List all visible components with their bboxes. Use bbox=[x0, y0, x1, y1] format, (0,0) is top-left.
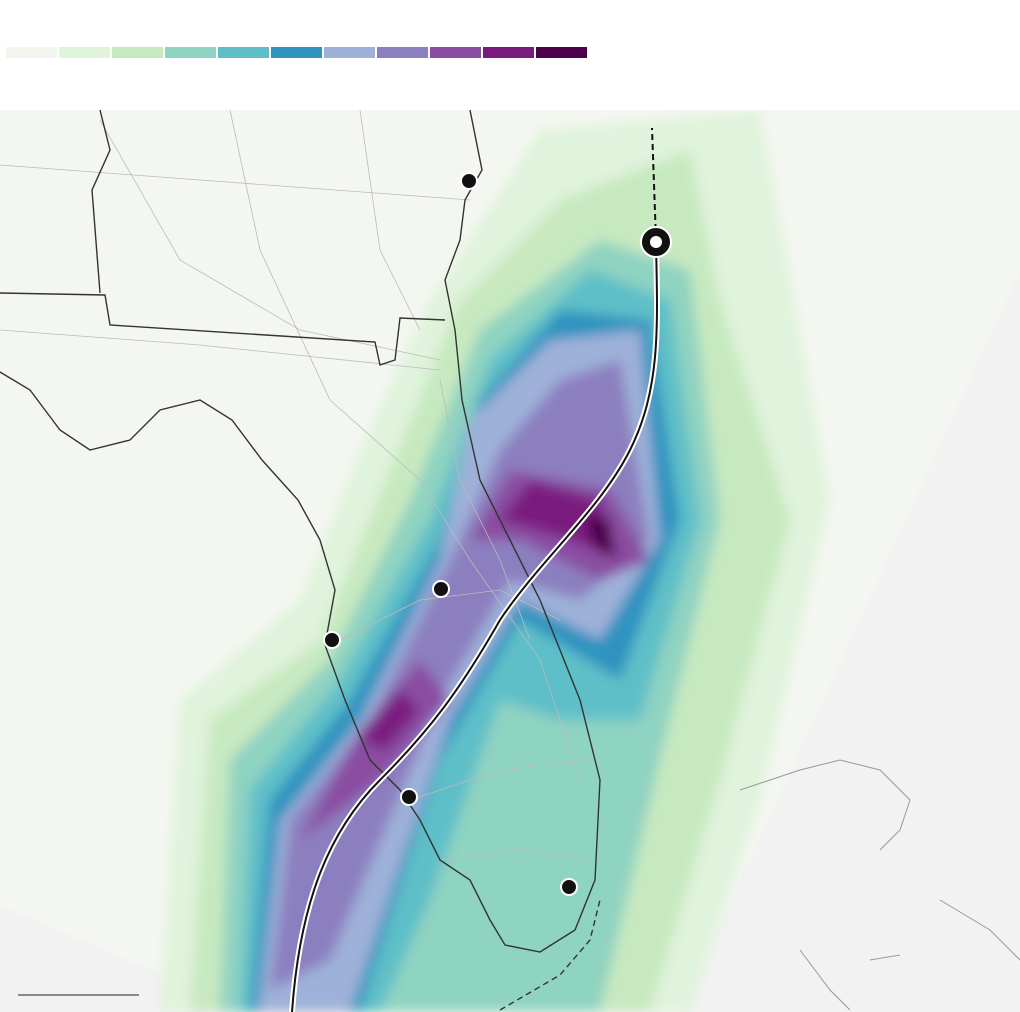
hurricane-eye bbox=[650, 236, 662, 248]
city-dot bbox=[560, 878, 578, 896]
state-line bbox=[0, 292, 446, 366]
road bbox=[0, 329, 441, 371]
outside-data-area bbox=[680, 270, 1020, 1012]
legend-swatch bbox=[218, 47, 269, 58]
island bbox=[799, 949, 851, 1011]
map bbox=[0, 110, 1020, 1012]
city-dot bbox=[400, 788, 418, 806]
hurricane-icon bbox=[640, 226, 672, 258]
rain-band bbox=[585, 515, 615, 555]
coastlines bbox=[0, 110, 601, 1011]
road bbox=[359, 110, 421, 331]
island bbox=[869, 954, 901, 961]
rain-band bbox=[360, 690, 420, 750]
track-line bbox=[291, 244, 658, 1012]
legend-swatch bbox=[377, 47, 428, 58]
road bbox=[409, 759, 591, 801]
rainfall bbox=[160, 110, 830, 1012]
legend-swatch bbox=[112, 47, 163, 58]
legend-swatch bbox=[271, 47, 322, 58]
coastline bbox=[0, 110, 601, 953]
legend bbox=[6, 47, 587, 58]
legend-swatch bbox=[324, 47, 375, 58]
legend-swatch bbox=[430, 47, 481, 58]
road bbox=[439, 849, 591, 861]
island bbox=[739, 759, 911, 851]
legend-swatch bbox=[165, 47, 216, 58]
road bbox=[229, 110, 581, 781]
city-dot bbox=[432, 580, 450, 598]
city-dot bbox=[323, 631, 341, 649]
islands bbox=[739, 759, 1020, 1011]
island bbox=[939, 899, 1020, 961]
road bbox=[339, 589, 561, 641]
cities bbox=[323, 172, 578, 896]
forecast-track bbox=[651, 127, 657, 241]
storm-track bbox=[289, 127, 672, 1012]
legend-swatch bbox=[483, 47, 534, 58]
rain-band bbox=[500, 480, 620, 560]
roads bbox=[0, 110, 591, 861]
city-dot bbox=[460, 172, 478, 190]
road bbox=[99, 119, 441, 361]
road bbox=[0, 164, 471, 201]
legend-swatch bbox=[59, 47, 110, 58]
legend-swatch bbox=[536, 47, 587, 58]
legend-swatch bbox=[6, 47, 57, 58]
state-line bbox=[91, 110, 111, 294]
keys-coast bbox=[499, 899, 601, 1011]
